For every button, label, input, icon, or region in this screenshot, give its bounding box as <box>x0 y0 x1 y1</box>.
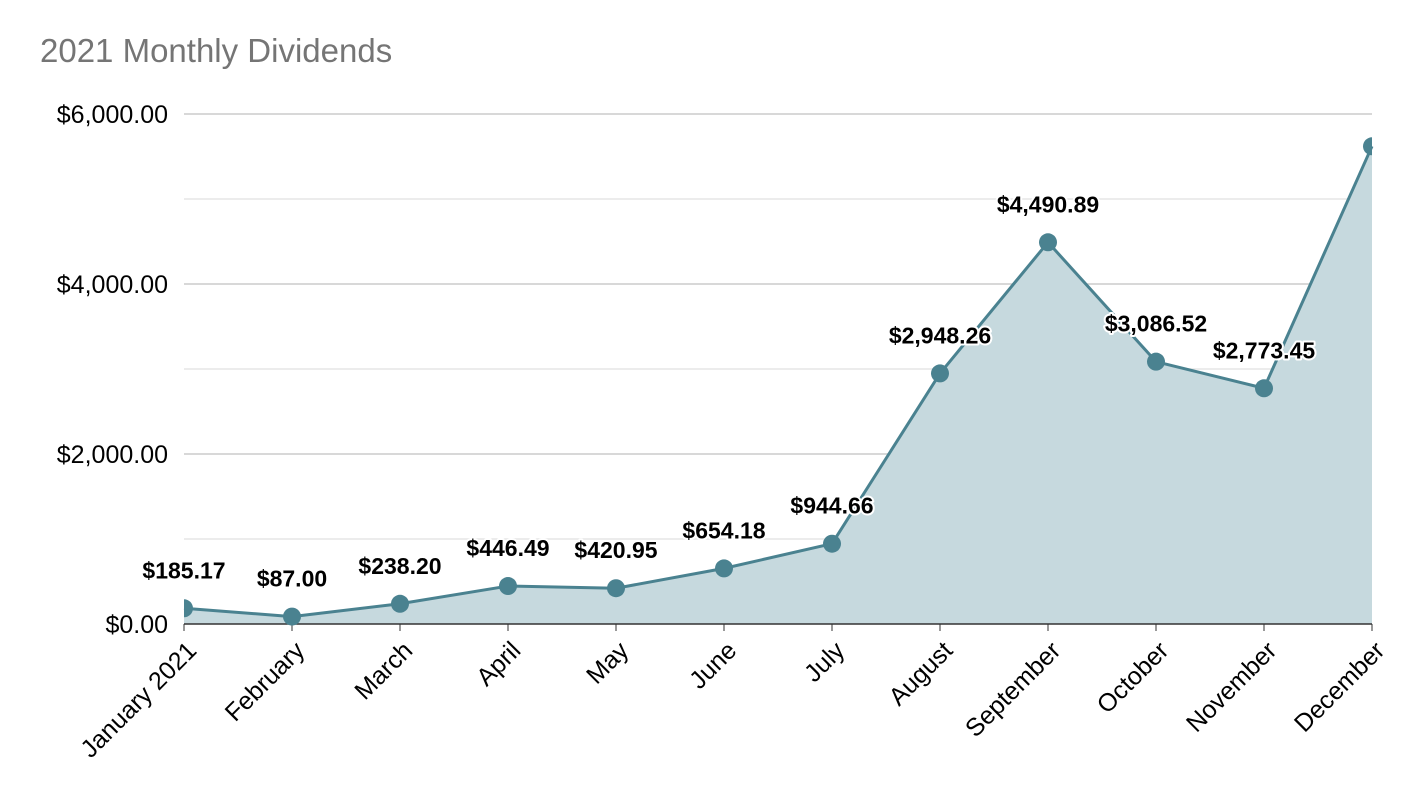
data-point <box>283 607 301 626</box>
x-tick-label: November <box>1181 636 1282 737</box>
x-tick-label: October <box>1092 636 1175 719</box>
data-point <box>391 594 409 613</box>
data-label: $87.00 <box>257 566 327 592</box>
data-point <box>184 599 193 618</box>
data-point <box>1147 352 1165 371</box>
data-point <box>607 579 625 598</box>
x-tick-label: December <box>1289 636 1390 737</box>
x-tick-label: September <box>960 636 1066 742</box>
data-label: $3,086.52 <box>1105 311 1207 337</box>
data-label: $654.18 <box>682 517 765 543</box>
chart-title: 2021 Monthly Dividends <box>40 32 393 69</box>
x-tick-label: March <box>349 636 418 705</box>
x-tick-label: May <box>581 636 635 690</box>
y-tick-label: $0.00 <box>105 611 168 639</box>
x-tick-label: January 2021 <box>75 636 202 763</box>
y-tick-label: $4,000.00 <box>57 271 168 299</box>
series-line <box>183 145 1374 619</box>
data-point <box>1255 379 1273 398</box>
x-tick-label: June <box>684 636 742 694</box>
x-tick-label: February <box>220 636 311 727</box>
x-tick-label: August <box>883 636 958 711</box>
data-point <box>715 559 733 578</box>
x-tick-label: April <box>471 636 526 691</box>
data-label: $2,948.26 <box>889 322 991 348</box>
data-label: $944.66 <box>790 493 873 519</box>
series-area <box>184 146 1372 625</box>
data-point <box>1363 137 1372 156</box>
data-point <box>931 364 949 383</box>
points-group <box>184 137 1372 626</box>
data-label: $2,773.45 <box>1213 337 1316 363</box>
data-point <box>499 577 517 596</box>
data-label: $446.49 <box>466 535 549 561</box>
data-label: $185.17 <box>142 557 225 583</box>
y-tick-label: $2,000.00 <box>57 441 168 469</box>
y-tick-label: $6,000.00 <box>57 101 168 129</box>
data-point <box>823 534 841 553</box>
data-label: $238.20 <box>358 553 441 579</box>
data-point <box>1039 233 1057 252</box>
x-tick-label: July <box>799 636 851 688</box>
data-label: $420.95 <box>574 537 657 563</box>
data-label: $4,490.89 <box>997 191 1099 217</box>
